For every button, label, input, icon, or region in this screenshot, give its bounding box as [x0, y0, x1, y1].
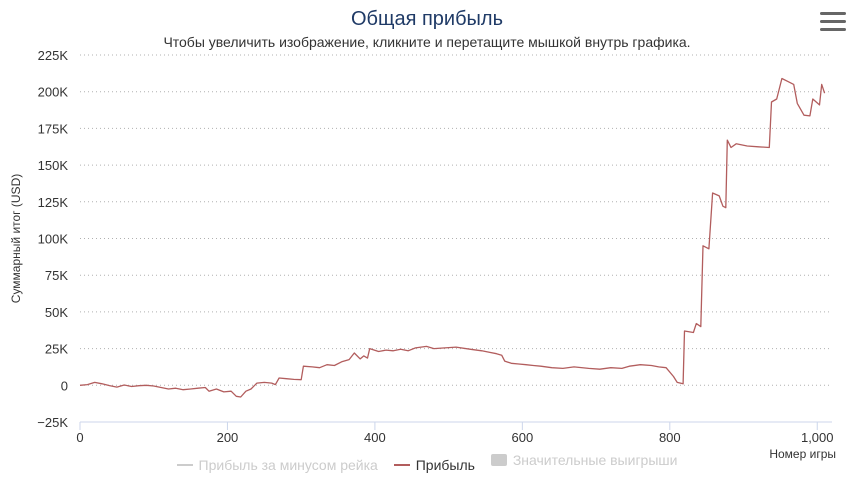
chart-title: Общая прибыль — [350, 8, 504, 30]
x-tick-label: 600 — [512, 430, 534, 445]
legend-item-net-profit[interactable]: Прибыль за минусом рейка — [176, 457, 378, 473]
menu-bar — [820, 28, 846, 31]
legend-box-symbol — [490, 454, 507, 466]
legend: Прибыль за минусом рейка Прибыль Значите… — [0, 452, 854, 473]
y-tick-label: 0 — [61, 378, 68, 393]
y-tick-label: 125K — [38, 195, 69, 210]
legend-label: Значительные выигрыши — [512, 452, 678, 468]
grid-lines — [80, 54, 832, 423]
x-axis: 0 200 400 600 800 1,000 — [76, 422, 834, 445]
legend-item-profit[interactable]: Прибыль — [393, 457, 475, 473]
legend-line-symbol — [393, 464, 410, 466]
series-line-profit[interactable] — [79, 77, 826, 398]
y-tick-label: 225K — [38, 48, 69, 63]
y-tick-label: 200K — [38, 85, 69, 100]
menu-bar — [820, 12, 846, 15]
x-tick-label: 1,000 — [801, 430, 834, 445]
y-tick-label: 50K — [45, 305, 68, 320]
y-axis-label: Суммарный итог (USD) — [9, 174, 23, 303]
x-tick-label: 400 — [364, 430, 386, 445]
x-tick-label: 800 — [659, 430, 681, 445]
y-tick-label: 25K — [45, 342, 68, 357]
hamburger-menu-icon[interactable] — [820, 12, 846, 34]
chart-subtitle: Чтобы увеличить изображение, кликните и … — [163, 34, 691, 50]
x-tick-label: 0 — [76, 430, 83, 445]
y-tick-label: −25K — [37, 415, 68, 430]
menu-bar — [820, 20, 846, 23]
legend-line-symbol — [176, 464, 193, 466]
legend-item-big-wins[interactable]: Значительные выигрыши — [490, 452, 678, 468]
x-tick-label: 200 — [217, 430, 239, 445]
y-tick-label: 175K — [38, 121, 69, 136]
y-tick-label: 75K — [45, 268, 68, 283]
legend-label: Прибыль за минусом рейка — [198, 457, 378, 473]
y-tick-label: 100K — [38, 232, 69, 247]
legend-label: Прибыль — [415, 457, 475, 473]
y-tick-label: 150K — [38, 158, 69, 173]
y-axis: −25K 0 25K 50K 75K 100K 125K 150K 175K 200K 225K — [37, 48, 68, 430]
x-axis-label: Номер игры — [769, 447, 836, 461]
